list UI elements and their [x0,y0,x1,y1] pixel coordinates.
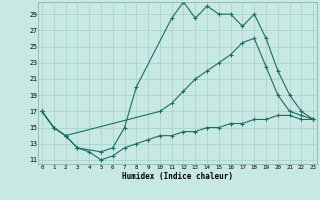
X-axis label: Humidex (Indice chaleur): Humidex (Indice chaleur) [122,172,233,181]
